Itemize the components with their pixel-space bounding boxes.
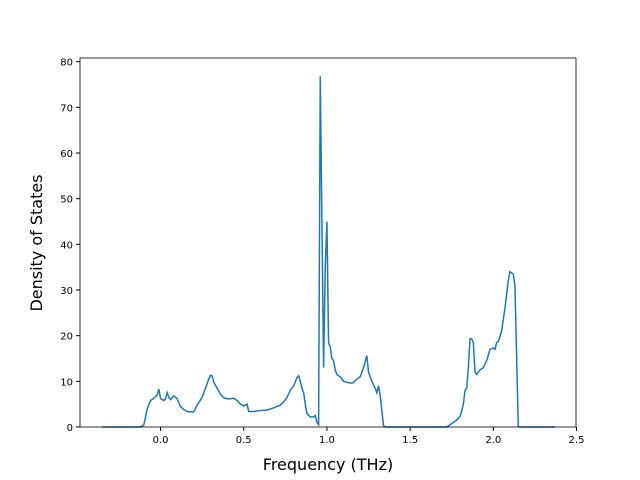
y-tick-label: 30	[60, 286, 73, 297]
y-tick-label: 80	[60, 58, 73, 69]
plot-frame	[79, 57, 577, 428]
x-tick-label: 1.0	[319, 435, 335, 446]
y-axis-label: Density of States	[27, 174, 46, 311]
y-tick-label: 70	[60, 103, 73, 114]
y-tick-label: 40	[60, 240, 73, 251]
y-tick-label: 10	[60, 377, 73, 388]
x-tick-label: 2.5	[569, 435, 585, 446]
y-tick-label: 60	[60, 149, 73, 160]
x-tick-label: 2.0	[485, 435, 501, 446]
y-tick-label: 20	[60, 332, 73, 343]
x-tick-label: 1.5	[402, 435, 418, 446]
y-tick-label: 50	[60, 195, 73, 206]
x-axis-label: Frequency (THz)	[263, 455, 393, 474]
x-tick-label: 0.0	[153, 435, 169, 446]
line-series	[102, 76, 555, 428]
y-tick-label: 0	[67, 423, 73, 434]
x-tick-label: 0.5	[236, 435, 252, 446]
